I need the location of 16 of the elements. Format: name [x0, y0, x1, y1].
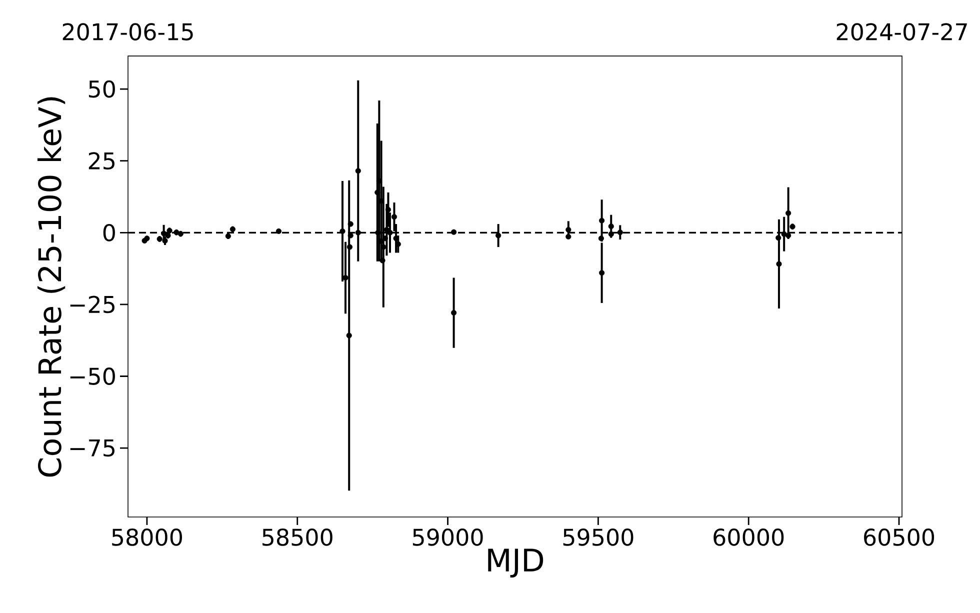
- y-tick-label: −25: [70, 296, 114, 314]
- y-tick-label: 25: [88, 152, 114, 170]
- x2-tick-label: 2024-07-27: [836, 23, 967, 40]
- x-tick-label: 59500: [563, 528, 634, 546]
- y-axis-title: Count Rate (25-100 keV): [37, 97, 66, 477]
- y-tick-label: −50: [70, 368, 115, 385]
- y-tick-label: −75: [70, 440, 114, 457]
- y-tick-label: 0: [103, 224, 115, 242]
- x-tick-label: 59000: [412, 528, 483, 546]
- x-tick-label: 60500: [864, 528, 934, 546]
- x-axis-title: MJD: [488, 548, 544, 578]
- x-tick-label: 60000: [714, 528, 784, 546]
- x-tick-label: 58000: [112, 528, 182, 546]
- x2-tick-label: 2017-06-15: [62, 23, 193, 40]
- x-tick-label: 58500: [262, 528, 332, 546]
- y-tick-label: 50: [88, 80, 115, 98]
